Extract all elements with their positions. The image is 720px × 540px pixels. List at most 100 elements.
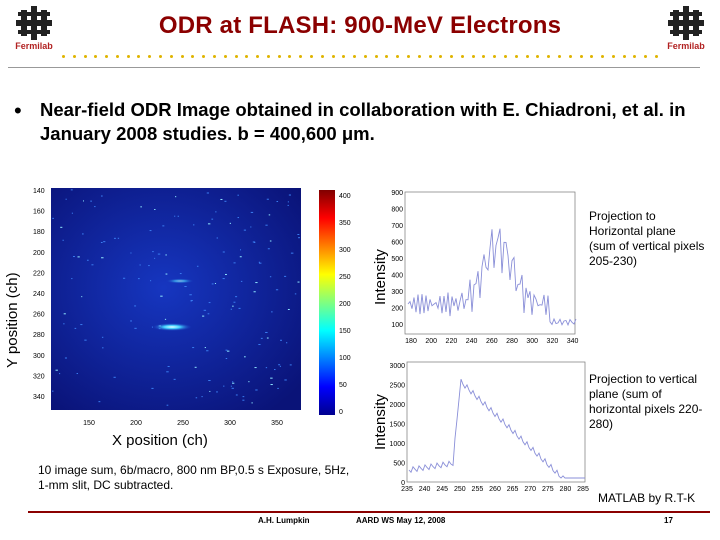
image-speckle	[265, 331, 268, 333]
image-speckle	[63, 313, 66, 315]
bottom-plot-x-tick: 240	[419, 486, 431, 493]
colorbar-tick: 100	[339, 355, 351, 362]
divider-dot	[331, 55, 335, 58]
divider-dot	[557, 55, 561, 58]
image-speckle	[275, 289, 279, 291]
image-speckle	[76, 373, 78, 375]
image-speckle	[267, 248, 270, 250]
matlab-credit: MATLAB by R.T-K	[598, 491, 696, 505]
image-speckle	[208, 302, 211, 304]
image-speckle	[244, 356, 246, 358]
image-speckle	[113, 237, 116, 239]
divider-dot	[363, 55, 367, 58]
image-speckle	[279, 365, 282, 367]
image-speckle	[175, 196, 177, 198]
image-speckle	[235, 296, 238, 298]
image-y-tick: 140	[33, 188, 45, 195]
bottom-plot-x-tick: 235	[401, 486, 413, 493]
divider-dot	[159, 55, 163, 58]
image-speckle	[260, 337, 263, 339]
divider-dot	[493, 55, 497, 58]
divider-dot	[417, 55, 421, 58]
top-plot-x-tick: 240	[466, 338, 478, 345]
image-speckle	[194, 366, 197, 368]
image-y-tick: 300	[33, 353, 45, 360]
image-speckle	[222, 251, 225, 253]
image-speckle	[192, 347, 195, 349]
divider-dot	[299, 55, 303, 58]
image-speckle	[252, 241, 256, 243]
image-speckle	[154, 209, 156, 211]
bottom-plot-y-tick: 0	[401, 480, 405, 487]
bullet-text: Near-field ODR Image obtained in collabo…	[40, 99, 686, 144]
image-speckle	[91, 264, 94, 266]
bottom-plot-y-tick: 1500	[390, 422, 405, 429]
divider-dot	[579, 55, 583, 58]
image-y-tick: 320	[33, 373, 45, 380]
top-plot-x-tick: 320	[547, 338, 559, 345]
exposure-note: 10 image sum, 6b/macro, 800 nm BP,0.5 s …	[38, 463, 350, 492]
divider-dot	[633, 55, 637, 58]
image-speckle	[226, 350, 230, 352]
top-plot-x-tick: 180	[405, 338, 417, 345]
odr-image-panel: 140 160 180 200 220 240 260 280 300 320 340 150 200…	[33, 188, 351, 427]
fermilab-logo-left: Fermilab	[4, 6, 64, 51]
divider-dot	[83, 55, 87, 58]
top-plot-y-tick: 800	[391, 207, 403, 214]
image-speckle	[113, 376, 116, 378]
image-speckle	[255, 282, 258, 284]
image-speckle	[60, 226, 63, 228]
image-speckle	[71, 278, 73, 280]
image-speckle	[189, 294, 192, 296]
image-speckle	[149, 230, 152, 232]
image-speckle	[203, 309, 207, 311]
image-speckle	[216, 391, 218, 393]
image-speckle	[287, 201, 289, 203]
divider-dot	[504, 55, 508, 58]
image-speckle	[225, 357, 228, 359]
image-speckle	[248, 381, 250, 383]
image-y-tick: 200	[33, 250, 45, 257]
divider-dot	[234, 55, 238, 58]
image-speckle	[250, 226, 252, 228]
divider-dot	[180, 55, 184, 58]
image-speckle	[242, 399, 245, 401]
bottom-plot-x-tick: 260	[489, 486, 501, 493]
top-plot-x-tick: 200	[425, 338, 437, 345]
divider-dot	[148, 55, 152, 58]
fermilab-logo-icon	[668, 6, 704, 40]
image-speckle	[62, 239, 64, 241]
image-speckle	[196, 265, 199, 267]
image-speckle	[230, 385, 232, 387]
image-speckle	[255, 389, 258, 391]
top-plot-x-tick: 300	[526, 338, 538, 345]
divider-dot	[374, 55, 378, 58]
colorbar-tick: 250	[339, 274, 351, 281]
image-speckle	[289, 364, 292, 366]
image-speckle	[64, 357, 67, 359]
bottom-plot-caption: Projection to vertical plane (sum of hor…	[589, 372, 703, 431]
image-speckle	[265, 224, 268, 226]
image-speckle	[130, 252, 132, 254]
image-speckle	[237, 194, 239, 196]
image-speckle	[230, 308, 233, 310]
image-speckle	[55, 369, 58, 371]
divider-dot	[212, 55, 216, 58]
image-speckle	[278, 364, 281, 366]
footer-event: AARD WS May 12, 2008	[356, 516, 446, 525]
image-speckle	[220, 198, 223, 200]
image-speckle	[148, 265, 150, 267]
image-speckle	[165, 273, 168, 275]
image-speckle	[288, 194, 291, 196]
image-speckle	[100, 195, 103, 197]
bottom-plot-x-tick: 250	[454, 486, 466, 493]
top-plot-y-tick: 900	[391, 190, 403, 197]
image-x-tick: 300	[224, 420, 236, 427]
image-speckle	[207, 223, 211, 225]
image-speckle	[166, 404, 169, 406]
divider-dot	[525, 55, 529, 58]
divider-dot	[245, 55, 249, 58]
image-speckle	[287, 308, 290, 310]
image-speckle	[101, 336, 104, 338]
divider-dot	[126, 55, 130, 58]
